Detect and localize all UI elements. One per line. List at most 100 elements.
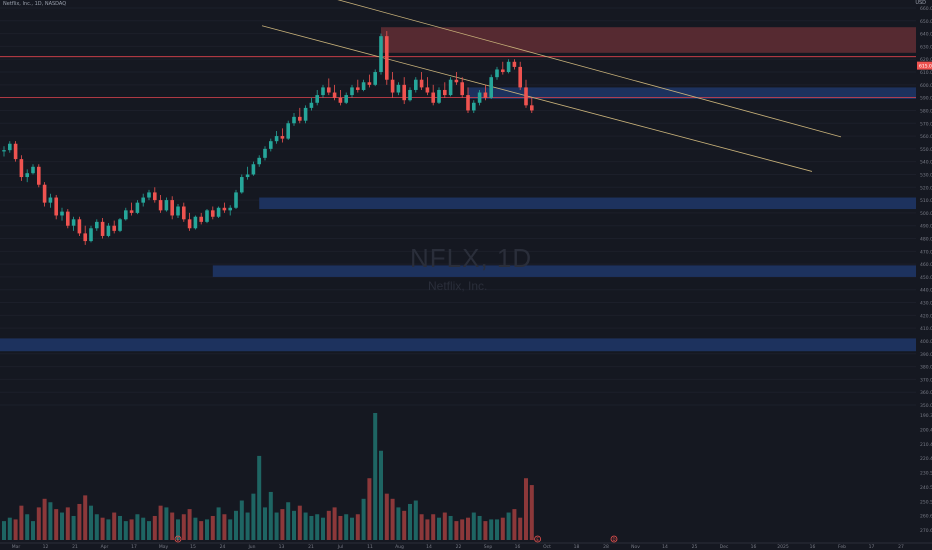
candle-body	[2, 150, 6, 152]
volume-bar	[181, 514, 186, 540]
volume-bar	[373, 413, 378, 540]
time-tick-label: 25	[692, 544, 698, 550]
volume-tick-label: 220.4K	[920, 456, 932, 462]
volume-bar	[292, 510, 296, 540]
candle-body	[292, 116, 296, 124]
candle-body	[48, 197, 53, 203]
candle-body	[147, 192, 151, 198]
volume-tick-label: 270.6K	[920, 528, 932, 534]
candle-body	[350, 87, 354, 96]
candle-body	[25, 173, 29, 178]
time-tick-label: Jul	[337, 544, 343, 550]
trendline	[337, 0, 842, 138]
candle-body	[100, 221, 105, 236]
candle-body	[106, 225, 111, 236]
candle-body	[118, 219, 122, 231]
candle-body	[414, 79, 418, 90]
candle-body	[234, 192, 238, 208]
zone-blue	[468, 87, 916, 99]
time-tick-label: 21	[72, 544, 78, 550]
candle-body	[495, 69, 499, 78]
candle-body	[182, 206, 186, 220]
candle-body	[466, 95, 470, 111]
candle-body	[280, 136, 285, 139]
price-tick-label: 640.00	[920, 32, 932, 38]
price-tick-label: 470.00	[920, 249, 932, 255]
price-tick-label: 580.00	[920, 108, 932, 114]
volume-bar	[31, 521, 35, 540]
price-tick-label: 600.00	[920, 83, 932, 89]
time-tick-label: 24	[220, 544, 226, 550]
candle-body	[42, 184, 47, 203]
candle-body	[524, 87, 528, 106]
candle-body	[443, 89, 447, 96]
price-tick-label: 430.00	[920, 301, 932, 307]
time-tick-label: 12	[43, 544, 49, 550]
volume-bar	[42, 498, 47, 540]
zone-red	[381, 27, 916, 53]
volume-bar	[19, 505, 24, 540]
volume-bar	[280, 509, 285, 540]
candle-body	[54, 197, 58, 216]
candle-body	[245, 174, 250, 178]
volume-bar	[315, 514, 320, 540]
candle-body	[530, 105, 534, 111]
volume-bar	[187, 509, 192, 540]
earnings-marker-ring	[534, 535, 541, 543]
candle-body	[309, 102, 314, 108]
time-tick-label: 14	[426, 544, 432, 550]
volume-bar	[216, 507, 221, 540]
volume-bar	[170, 512, 175, 540]
time-tick-label: Sep	[484, 544, 493, 550]
candle-body	[8, 143, 12, 151]
volume-bar	[384, 493, 389, 540]
candle-body	[385, 36, 389, 80]
volume-bar	[118, 515, 122, 540]
volume-bar	[147, 521, 151, 540]
volume-bar	[228, 519, 233, 540]
candle-body	[344, 95, 348, 103]
candle-body	[153, 192, 157, 201]
dividend-marker-ring	[610, 535, 618, 543]
candle-body	[112, 225, 116, 231]
volume-bar	[2, 521, 6, 540]
volume-bar	[529, 485, 534, 540]
candle-body	[303, 107, 308, 121]
price-tick-label: 630.00	[920, 44, 932, 50]
price-tick-label: 420.00	[920, 313, 932, 319]
price-tick-label: 510.00	[920, 198, 932, 204]
price-tick-label: 550.00	[920, 147, 932, 153]
time-tick-label: Feb	[838, 544, 846, 550]
volume-bar	[332, 507, 337, 540]
candle-body	[77, 219, 82, 234]
volume-bar	[268, 491, 273, 540]
price-tick-label: 530.00	[920, 172, 932, 178]
volume-bar	[100, 517, 105, 540]
candle-body	[83, 233, 87, 242]
volume-bar	[274, 512, 279, 540]
price-tick-label: 540.00	[920, 160, 932, 166]
volume-bar	[89, 505, 93, 540]
price-tick-label: 370.00	[920, 377, 932, 383]
volume-bar	[419, 514, 424, 540]
candle-body	[408, 89, 412, 101]
price-tick-label: 610.00	[920, 70, 932, 76]
volume-bar	[13, 519, 18, 540]
time-tick-label: Oct	[543, 544, 551, 550]
volume-bar	[361, 498, 366, 540]
last-price-label: 615.00	[919, 64, 932, 70]
price-tick-label: 400.00	[920, 339, 932, 345]
candle-body	[332, 92, 337, 98]
price-tick-label: 480.00	[920, 237, 932, 243]
candle-body	[367, 82, 372, 85]
volume-bar	[112, 512, 117, 540]
candle-body	[211, 210, 215, 217]
candle-body	[425, 87, 430, 93]
candle-body	[37, 166, 41, 185]
time-tick-label: Mar	[12, 544, 21, 550]
earnings-marker: E	[536, 537, 539, 542]
candle-body	[390, 79, 395, 93]
volume-bar	[25, 514, 30, 540]
